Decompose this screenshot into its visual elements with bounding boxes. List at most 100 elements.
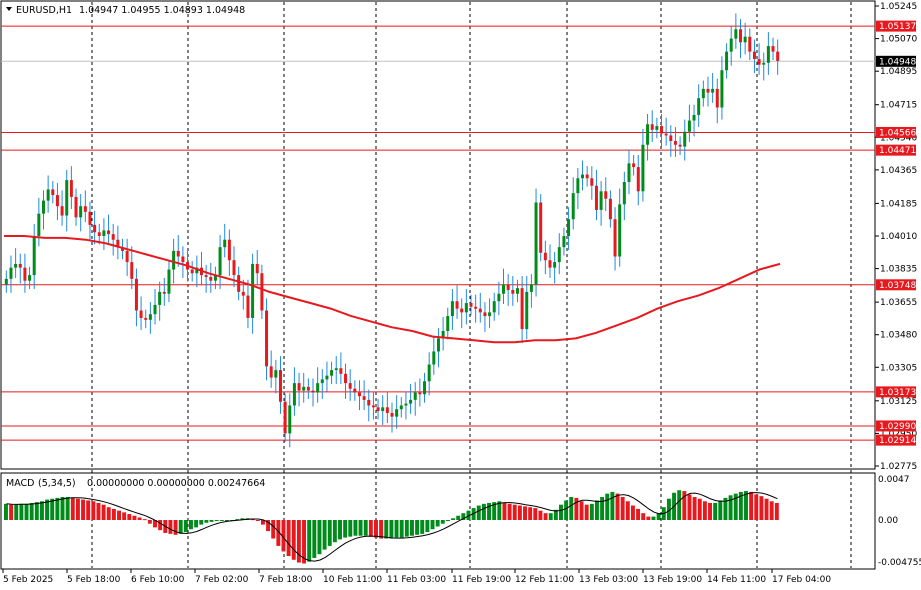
candle-body [450, 301, 454, 317]
candle-body [581, 174, 585, 179]
level-price-tag [876, 20, 916, 32]
candle [594, 169, 598, 221]
time-tick-label: 7 Feb 18:00 [259, 575, 313, 585]
candle [381, 395, 385, 426]
price-tick-label: 1.03835 [880, 265, 917, 275]
candle-body [213, 275, 217, 281]
candle-body [9, 267, 13, 279]
macd-bar [4, 503, 8, 520]
candle [711, 73, 715, 103]
time-tick-label: 14 Feb 11:00 [707, 575, 766, 585]
candle-body [534, 202, 538, 285]
price-tick-label: 1.04895 [880, 67, 917, 77]
candle [743, 22, 747, 55]
candle [678, 136, 682, 155]
candle [190, 261, 194, 282]
candle [757, 43, 761, 75]
candle-body [172, 250, 176, 270]
candle [715, 78, 719, 124]
macd-bar [117, 510, 121, 520]
macd-bar [579, 501, 584, 520]
candle [673, 127, 677, 157]
candle-body [97, 232, 101, 236]
macd-bar [86, 500, 91, 520]
macd-bar [302, 520, 307, 564]
candle [348, 369, 352, 401]
macd-bar [29, 502, 34, 520]
candle [269, 350, 273, 388]
price-tick-label: 1.03480 [880, 331, 917, 341]
candle-body [594, 185, 598, 210]
candle-body [474, 306, 478, 309]
candle [204, 264, 208, 293]
macd-bar [476, 505, 481, 520]
macd-bar [24, 503, 29, 520]
candle [153, 289, 157, 325]
candle-body [41, 200, 45, 214]
candle [748, 28, 752, 61]
macd-bar [512, 504, 517, 520]
macd-bar [523, 506, 527, 520]
macd-bar [630, 505, 635, 520]
macd-bar [106, 507, 111, 520]
candle-body [190, 269, 194, 274]
candle [353, 380, 357, 401]
candle-body [464, 303, 468, 313]
macd-bar [764, 498, 769, 520]
time-tick-label: 10 Feb 11:00 [323, 575, 382, 585]
macd-bar [492, 502, 497, 520]
candle-body [60, 206, 64, 216]
time-tick-label: 12 Feb 11:00 [515, 575, 574, 585]
candle-body [353, 388, 357, 393]
macd-bar [312, 520, 317, 558]
level-price-tag-label: 1.02990 [879, 422, 916, 432]
candle [515, 279, 519, 303]
macd-bar [774, 502, 779, 520]
candle [725, 43, 729, 79]
macd-histogram [4, 490, 779, 564]
candle-body [325, 375, 329, 380]
macd-bar [39, 501, 44, 520]
candle [69, 166, 73, 209]
dropdown-triangle-icon[interactable] [6, 7, 12, 11]
candle [762, 52, 766, 81]
time-axis: 5 Feb 2025 5 Feb 18:00 6 Feb 10:00 7 Feb 02… [2, 569, 831, 585]
candle [130, 246, 134, 290]
macd-bar [122, 512, 127, 520]
macd-bar [553, 509, 558, 520]
horizontal-level-lines [1, 25, 875, 441]
candle-body [683, 131, 687, 147]
candle-body [641, 144, 645, 192]
candle-body [251, 263, 255, 318]
candle [604, 177, 608, 211]
macd-bar [322, 520, 327, 550]
candle [339, 352, 343, 385]
candle-body [227, 239, 231, 261]
candle [83, 190, 87, 223]
candle [543, 240, 547, 275]
candle-body [697, 98, 701, 115]
macd-bar [153, 520, 157, 528]
candle [134, 268, 138, 327]
candle [237, 266, 241, 301]
candle-body [576, 178, 580, 194]
macd-bar [548, 513, 553, 520]
candle [734, 13, 738, 49]
ma-line [4, 235, 781, 344]
candle [162, 277, 166, 306]
candle-body [557, 247, 561, 263]
candle [683, 119, 687, 161]
macd-bar [127, 514, 132, 520]
candle [218, 235, 222, 290]
candle-body [562, 236, 566, 248]
candle [88, 201, 92, 241]
candle [739, 19, 743, 59]
candle-body [51, 189, 55, 196]
candle-body [413, 392, 417, 400]
macd-bar [189, 520, 193, 530]
time-tick-label: 11 Feb 03:00 [387, 575, 446, 585]
candle-body [278, 370, 282, 402]
candle [46, 175, 50, 213]
candle [450, 289, 454, 331]
